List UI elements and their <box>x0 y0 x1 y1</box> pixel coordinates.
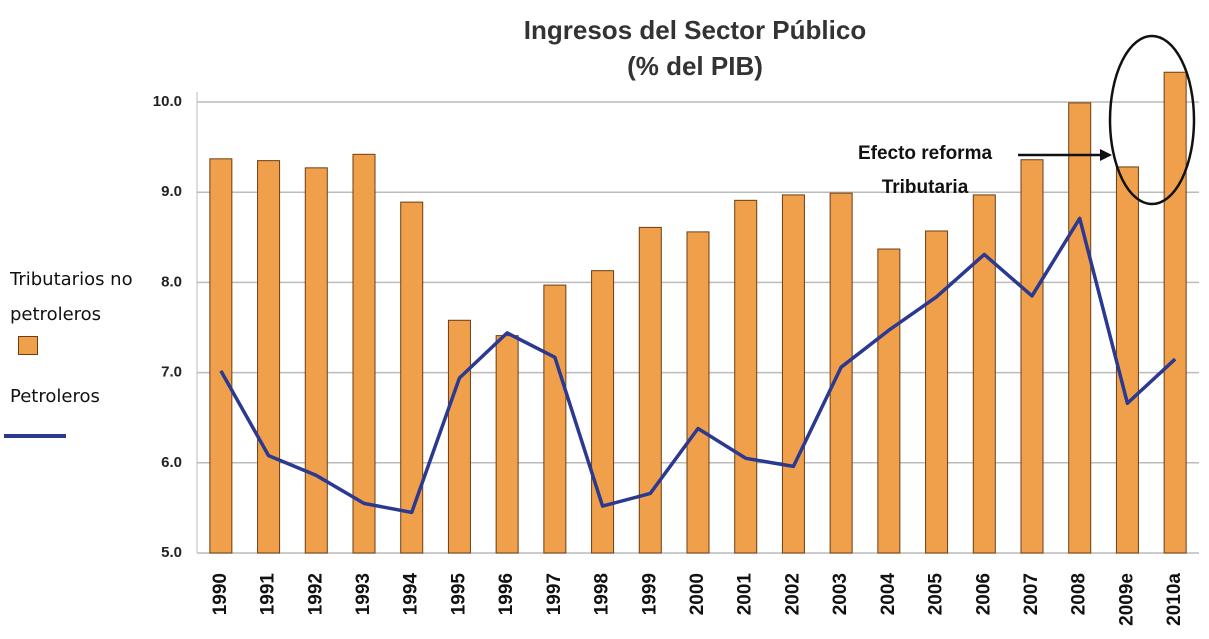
legend-swatch <box>18 336 38 355</box>
bar <box>1068 102 1092 554</box>
x-tick-label: 2004 <box>878 573 899 616</box>
x-tick-label: 2009e <box>1116 573 1137 626</box>
y-tick-label: 8.0 <box>161 273 182 290</box>
bar <box>829 192 853 554</box>
x-tick-label: 1990 <box>210 573 231 615</box>
x-tick-label: 1995 <box>448 573 469 616</box>
y-tick-label: 9.0 <box>161 183 182 200</box>
bar <box>304 167 328 554</box>
bar <box>495 335 519 554</box>
x-tick-label: 1993 <box>353 573 374 615</box>
x-tick-label: 2008 <box>1069 573 1090 615</box>
bar <box>400 201 424 554</box>
x-tick-label: 1991 <box>258 573 279 616</box>
bar <box>781 194 805 554</box>
x-tick-label: 2003 <box>830 573 851 615</box>
bar <box>257 160 281 554</box>
x-tick-label: 2002 <box>782 573 803 615</box>
annotation: Tributaria <box>882 177 969 198</box>
bar <box>591 270 615 554</box>
x-tick-label: 1997 <box>544 573 565 615</box>
x-tick-label: 1999 <box>639 573 660 615</box>
x-tick-label: 2001 <box>735 573 756 616</box>
y-tick-label: 10.0 <box>153 93 182 110</box>
y-tick-label: 7.0 <box>161 364 182 381</box>
annotation-arrowhead <box>1100 149 1112 161</box>
x-tick-label: 2006 <box>973 573 994 615</box>
x-tick-label: 2007 <box>1021 573 1042 615</box>
bar <box>1115 166 1139 554</box>
x-tick-label: 1992 <box>305 573 326 615</box>
bar <box>1020 159 1044 554</box>
bar <box>638 226 662 554</box>
annotation: Efecto reforma <box>858 143 993 164</box>
bar <box>1163 71 1187 554</box>
y-tick-label: 6.0 <box>161 454 182 471</box>
x-tick-label: 1996 <box>496 573 517 615</box>
x-tick-label: 1994 <box>401 573 422 616</box>
y-tick-label: 5.0 <box>161 544 182 561</box>
bar <box>734 199 758 554</box>
legend-label: Petroleros <box>10 386 100 407</box>
bar <box>877 248 901 554</box>
bar <box>686 231 710 554</box>
x-tick-label: 2000 <box>687 573 708 615</box>
x-tick-label: 1998 <box>592 573 613 615</box>
legend-line <box>4 434 66 438</box>
bar <box>209 158 233 554</box>
x-tick-label: 2005 <box>926 573 947 616</box>
chart-title: Ingresos del Sector Público <box>524 15 866 45</box>
bar <box>352 153 376 554</box>
bar <box>925 230 949 554</box>
chart-subtitle: (% del PIB) <box>627 51 763 81</box>
bar <box>972 194 996 554</box>
bar <box>447 319 471 554</box>
legend-label: Tributarios no petroleros <box>10 269 133 325</box>
bar <box>543 284 567 554</box>
x-tick-label: 2010a <box>1164 573 1185 626</box>
annotation-ellipse <box>1108 34 1196 206</box>
line <box>219 216 1177 515</box>
